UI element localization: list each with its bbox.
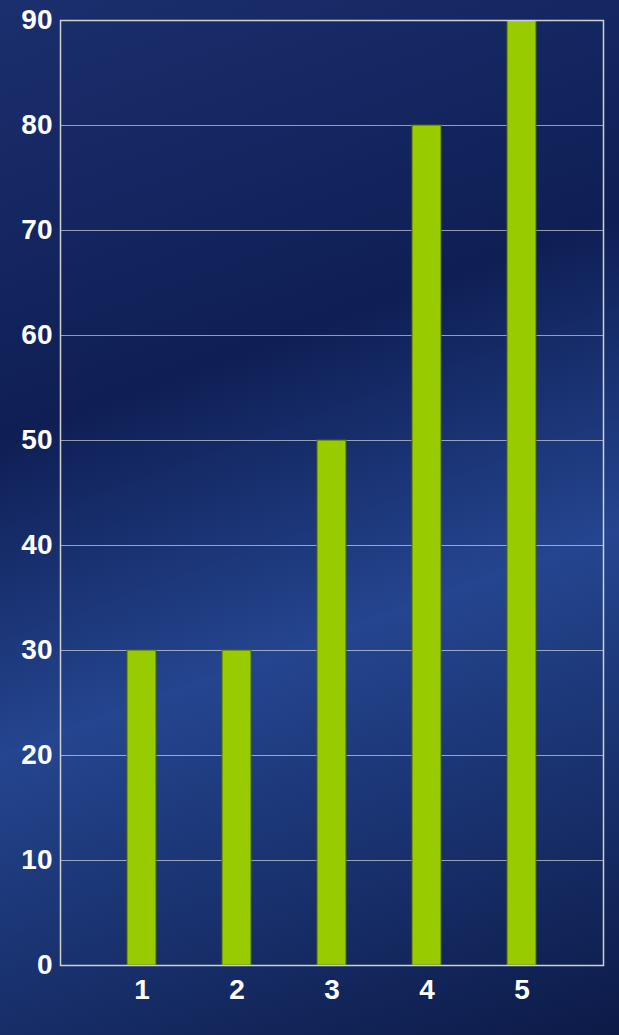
svg-text:10: 10 (21, 844, 52, 875)
svg-text:4: 4 (419, 974, 435, 1005)
svg-text:0: 0 (37, 949, 53, 980)
svg-text:50: 50 (21, 424, 52, 455)
svg-text:30: 30 (21, 634, 52, 665)
svg-text:3: 3 (324, 974, 340, 1005)
svg-text:70: 70 (21, 214, 52, 245)
svg-text:80: 80 (21, 109, 52, 140)
svg-text:60: 60 (21, 319, 52, 350)
svg-text:20: 20 (21, 739, 52, 770)
svg-text:40: 40 (21, 529, 52, 560)
svg-text:1: 1 (134, 974, 150, 1005)
svg-text:2: 2 (229, 974, 245, 1005)
svg-text:90: 90 (21, 4, 52, 35)
svg-text:5: 5 (514, 974, 530, 1005)
